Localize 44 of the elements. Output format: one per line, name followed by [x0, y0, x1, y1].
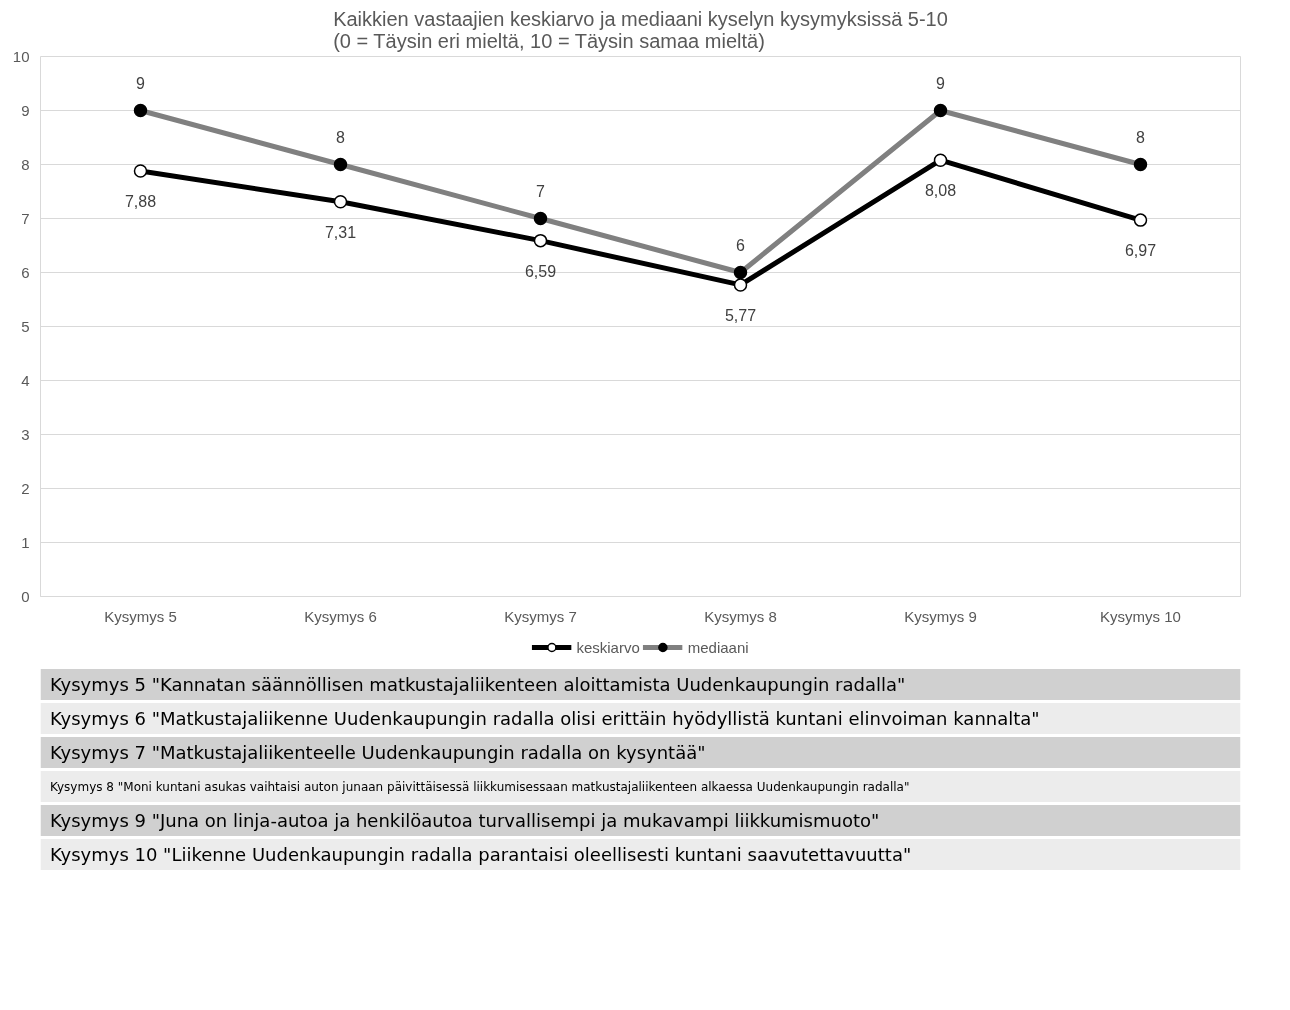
point	[533, 233, 548, 248]
data-label: 7	[536, 182, 546, 200]
point	[933, 153, 948, 167]
point	[333, 195, 348, 209]
text: Kysymys 7 "Matkustajaliikenteelle Uudenkaupungin radalla on kysyntää"	[50, 742, 706, 763]
data-label: 6,59	[524, 262, 557, 280]
data-label: 6	[736, 236, 746, 254]
data-label: 9	[136, 74, 146, 92]
y-tick-label: 6	[21, 263, 30, 281]
y-tick-label: 3	[21, 425, 30, 443]
point	[133, 164, 148, 178]
x-tick-label: Kysymys 10	[1100, 607, 1181, 625]
text: Kysymys 8 "Moni kuntani asukas vaihtaisi auton junaan päivittäisessä liikkumisessaan matkustajaliikenteen alkaessa Uudenkaupungin radalla"	[50, 779, 910, 794]
point	[733, 278, 748, 292]
chart-title: Kaikkien vastaajien keskiarvo ja mediaani kyselyn kysymyksissä 5-10 (0 = Täysin eri mieltä, 10 = Täysin samaa mieltä)	[333, 7, 948, 52]
text: Kysymys 10 "Liikenne Uudenkaupungin radalla parantaisi oleellisesti kuntani saavutettavuutta"	[50, 844, 912, 865]
data-label: 7,88	[124, 192, 157, 210]
point	[1133, 213, 1148, 227]
data-label: 9	[936, 74, 946, 92]
x-tick-label: Kysymys 6	[304, 607, 377, 625]
data-label: 5,77	[724, 306, 757, 324]
text: Kysymys 9 "Juna on linja-autoa ja henkilöautoa turvallisempi ja mukavampi liikkumismuoto"	[50, 810, 880, 831]
data-label: 8	[336, 128, 346, 146]
legend-label: keskiarvo	[576, 638, 640, 656]
y-tick-label: 8	[21, 155, 30, 173]
x-tick-label: Kysymys 7	[504, 607, 577, 625]
y-tick-label: 2	[21, 479, 30, 497]
x-tick-label: Kysymys 8	[704, 607, 777, 625]
text: Kysymys 5 "Kannatan säännöllisen matkustajaliikenteen aloittamista Uudenkaupungin radalla"	[50, 674, 906, 695]
data-label: 7,31	[324, 223, 357, 241]
data-label: 8,08	[924, 182, 957, 200]
y-tick-label: 4	[21, 371, 30, 389]
data-label: 8	[1136, 128, 1146, 146]
y-tick-label: 0	[21, 587, 30, 605]
y-tick-label: 5	[21, 317, 30, 335]
x-tick-label: Kysymys 9	[904, 607, 977, 625]
legend-label: mediaani	[687, 638, 749, 656]
text: Kysymys 6 "Matkustajaliikenne Uudenkaupungin radalla olisi erittäin hyödyllistä kuntani elinvoiman kannalta"	[50, 708, 1040, 729]
y-tick-label: 9	[21, 101, 30, 119]
x-tick-label: Kysymys 5	[104, 607, 177, 625]
y-tick-label: 7	[21, 209, 30, 227]
data-label: 6,97	[1124, 242, 1157, 260]
y-tick-label: 1	[21, 533, 30, 551]
y-tick-label: 10	[12, 47, 30, 65]
